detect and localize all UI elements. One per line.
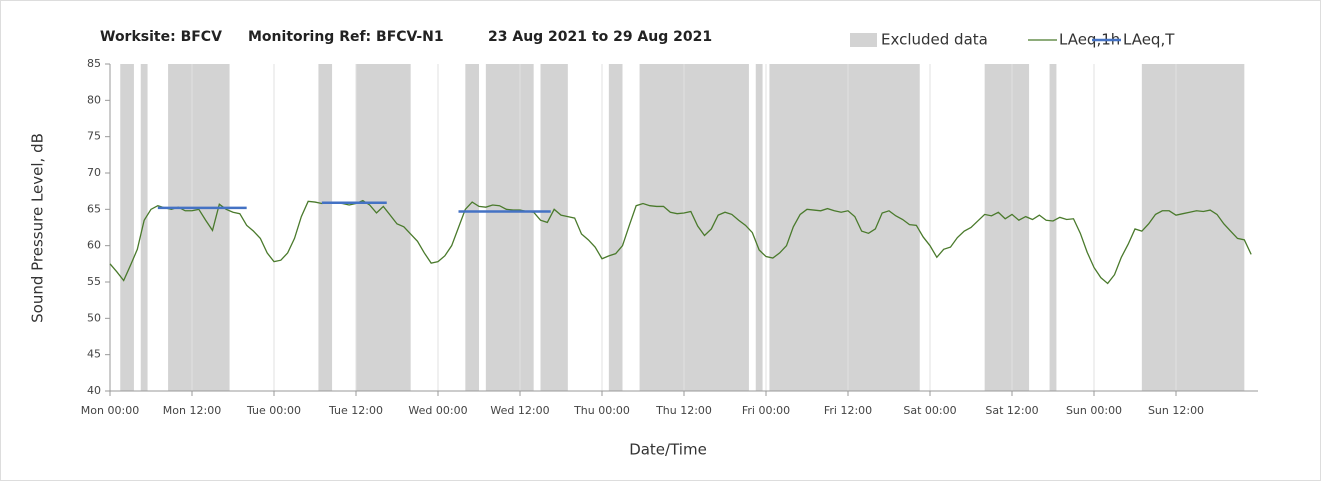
excluded-band bbox=[465, 64, 479, 391]
x-tick-label: Sat 00:00 bbox=[903, 404, 956, 417]
x-tick-label: Tue 00:00 bbox=[246, 404, 301, 417]
legend-label: LAeq,1h bbox=[1059, 31, 1120, 49]
excluded-band bbox=[1049, 64, 1057, 391]
chart-title: Monitoring Ref: BFCV-N1 bbox=[248, 29, 444, 45]
excluded-band bbox=[168, 64, 230, 391]
x-tick-label: Mon 12:00 bbox=[163, 404, 221, 417]
x-tick-label: Fri 12:00 bbox=[824, 404, 872, 417]
legend-label: LAeq,T bbox=[1123, 31, 1175, 49]
series-line bbox=[109, 199, 1252, 285]
x-tick-label: Thu 00:00 bbox=[573, 404, 630, 417]
excluded-band bbox=[318, 64, 333, 391]
excluded-band bbox=[1141, 64, 1245, 391]
excluded-band bbox=[485, 64, 534, 391]
legend-swatch bbox=[850, 33, 877, 47]
y-axis-label: Sound Pressure Level, dB bbox=[29, 133, 47, 323]
x-tick-label: Sat 12:00 bbox=[985, 404, 1038, 417]
excluded-band bbox=[984, 64, 1030, 391]
y-tick-label: 60 bbox=[87, 239, 101, 252]
x-tick-label: Tue 12:00 bbox=[328, 404, 383, 417]
x-tick-label: Fri 00:00 bbox=[742, 404, 790, 417]
excluded-band bbox=[755, 64, 763, 391]
excluded-band bbox=[140, 64, 148, 391]
y-tick-label: 85 bbox=[87, 57, 101, 70]
x-tick-label: Wed 00:00 bbox=[408, 404, 467, 417]
y-tick-label: 75 bbox=[87, 130, 101, 143]
y-tick-label: 50 bbox=[87, 311, 101, 324]
chart-title: 23 Aug 2021 to 29 Aug 2021 bbox=[488, 29, 712, 45]
excluded-band bbox=[540, 64, 568, 391]
excluded-band bbox=[120, 64, 134, 391]
y-tick-label: 70 bbox=[87, 166, 101, 179]
y-tick-label: 80 bbox=[87, 93, 101, 106]
x-tick-label: Sun 00:00 bbox=[1066, 404, 1122, 417]
x-tick-label: Mon 00:00 bbox=[81, 404, 139, 417]
y-tick-label: 55 bbox=[87, 275, 101, 288]
x-tick-label: Wed 12:00 bbox=[490, 404, 549, 417]
x-tick-label: Sun 12:00 bbox=[1148, 404, 1204, 417]
excluded-band bbox=[356, 64, 411, 391]
legend-label: Excluded data bbox=[881, 31, 988, 49]
excluded-band bbox=[639, 64, 749, 391]
chart-title: Worksite: BFCV bbox=[100, 29, 222, 45]
x-tick-label: Thu 12:00 bbox=[655, 404, 712, 417]
y-tick-label: 40 bbox=[87, 384, 101, 397]
x-axis-label: Date/Time bbox=[629, 441, 707, 459]
excluded-band bbox=[608, 64, 623, 391]
y-tick-label: 65 bbox=[87, 202, 101, 215]
excluded-band bbox=[769, 64, 920, 391]
y-tick-label: 45 bbox=[87, 348, 101, 361]
